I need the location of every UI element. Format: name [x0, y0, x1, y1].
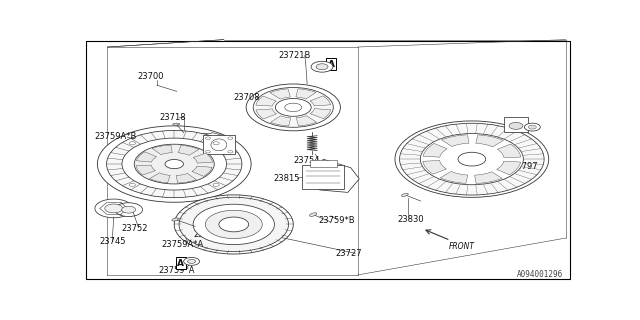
Wedge shape — [256, 109, 276, 119]
Text: 23759*B: 23759*B — [318, 216, 355, 225]
Text: A: A — [328, 60, 335, 69]
Text: A: A — [177, 259, 184, 268]
Polygon shape — [319, 159, 359, 192]
Circle shape — [285, 103, 302, 112]
Bar — [203, 135, 236, 154]
Wedge shape — [270, 89, 291, 99]
Circle shape — [311, 61, 333, 72]
Circle shape — [246, 84, 340, 131]
Wedge shape — [497, 161, 521, 175]
Circle shape — [97, 126, 251, 202]
Text: 23721: 23721 — [203, 147, 230, 156]
Text: 23745: 23745 — [100, 237, 126, 246]
Text: FRONT: FRONT — [449, 242, 475, 251]
Circle shape — [228, 137, 233, 140]
Circle shape — [129, 183, 136, 186]
Text: 23727: 23727 — [335, 250, 362, 259]
Circle shape — [165, 159, 184, 169]
Ellipse shape — [401, 193, 408, 196]
Circle shape — [529, 125, 536, 129]
Wedge shape — [271, 116, 291, 126]
Ellipse shape — [172, 218, 179, 221]
Text: 23830: 23830 — [397, 215, 424, 224]
Wedge shape — [310, 96, 331, 106]
Wedge shape — [296, 116, 317, 126]
Circle shape — [188, 260, 196, 263]
Circle shape — [122, 138, 227, 190]
Circle shape — [107, 131, 242, 198]
Text: 23721B: 23721B — [278, 51, 311, 60]
Text: 23718: 23718 — [159, 113, 186, 122]
Circle shape — [458, 152, 486, 166]
Bar — [504, 117, 528, 132]
Text: A094001296: A094001296 — [517, 270, 564, 279]
Ellipse shape — [310, 213, 317, 216]
Circle shape — [174, 195, 293, 254]
Circle shape — [122, 206, 136, 213]
Text: 23759*A: 23759*A — [158, 266, 195, 275]
Wedge shape — [136, 152, 157, 162]
Circle shape — [129, 142, 136, 145]
Text: 23754: 23754 — [293, 156, 320, 165]
Circle shape — [205, 150, 211, 153]
Circle shape — [115, 203, 143, 217]
Wedge shape — [150, 173, 170, 183]
Wedge shape — [193, 153, 212, 163]
Wedge shape — [423, 143, 447, 157]
Wedge shape — [296, 89, 316, 99]
Bar — [302, 165, 344, 189]
Circle shape — [184, 258, 200, 265]
Circle shape — [105, 204, 123, 213]
Wedge shape — [179, 145, 199, 155]
Text: 23759A*A: 23759A*A — [162, 240, 204, 249]
Circle shape — [134, 144, 214, 184]
Circle shape — [205, 210, 262, 239]
Circle shape — [399, 123, 544, 195]
Circle shape — [420, 133, 524, 185]
Wedge shape — [475, 172, 502, 183]
Bar — [310, 160, 337, 167]
Ellipse shape — [211, 139, 227, 151]
Circle shape — [395, 121, 548, 197]
Wedge shape — [476, 135, 504, 147]
Circle shape — [179, 197, 289, 252]
Text: 23759A*B: 23759A*B — [95, 132, 137, 141]
Circle shape — [509, 123, 523, 129]
Wedge shape — [423, 161, 446, 174]
Text: 23752: 23752 — [121, 224, 148, 233]
Wedge shape — [440, 172, 468, 183]
Circle shape — [275, 99, 311, 116]
Circle shape — [193, 204, 275, 244]
Text: 23797: 23797 — [511, 162, 538, 171]
Wedge shape — [176, 173, 196, 183]
Text: 23712: 23712 — [193, 230, 220, 239]
Circle shape — [95, 199, 132, 218]
Circle shape — [524, 123, 540, 131]
Wedge shape — [442, 135, 469, 147]
Circle shape — [219, 217, 248, 232]
Text: 23700: 23700 — [137, 72, 164, 81]
Wedge shape — [136, 165, 156, 175]
Wedge shape — [310, 109, 331, 119]
Circle shape — [228, 150, 233, 153]
Circle shape — [205, 137, 211, 140]
Wedge shape — [497, 144, 521, 158]
Circle shape — [213, 142, 219, 145]
Ellipse shape — [173, 123, 180, 125]
Wedge shape — [192, 166, 212, 176]
Wedge shape — [152, 145, 172, 155]
Text: 23815: 23815 — [273, 174, 300, 183]
Circle shape — [213, 183, 219, 186]
Text: 23708: 23708 — [234, 93, 260, 102]
Circle shape — [316, 64, 328, 70]
Wedge shape — [256, 96, 276, 106]
Circle shape — [253, 87, 333, 127]
